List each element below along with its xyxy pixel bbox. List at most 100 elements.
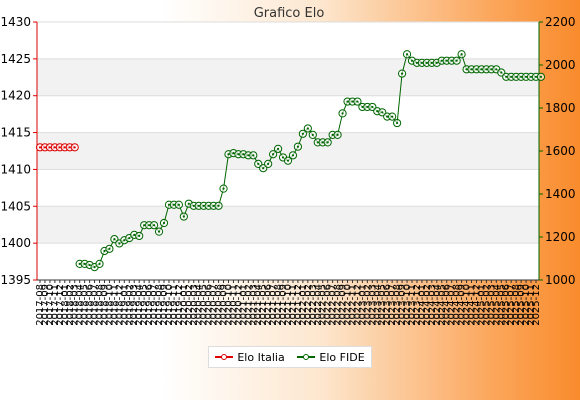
data-point-center-elo-fide	[465, 68, 468, 71]
x-tick-label: 2021-06	[263, 284, 274, 326]
x-tick-label: 2020-05	[199, 284, 210, 326]
data-point-center-elo-fide	[128, 236, 131, 240]
x-tick-label: 2018-10	[104, 284, 115, 326]
data-point-center-elo-fide	[376, 110, 379, 113]
x-tick-label: 2019-11	[169, 284, 180, 326]
data-point-center-elo-fide	[207, 204, 210, 207]
x-tick-label: 2023-08	[392, 284, 403, 326]
data-point-center-elo-fide	[118, 242, 121, 245]
x-tick-label: 2024-02	[422, 284, 433, 326]
data-point-center-elo-fide	[371, 105, 374, 109]
x-tick-label: 2023-09	[397, 284, 408, 326]
data-point-center-elo-italia	[53, 146, 56, 149]
data-point-center-elo-fide	[321, 141, 324, 144]
x-tick-label: 2018-11	[109, 284, 120, 326]
data-point-center-elo-fide	[346, 100, 349, 103]
data-point-center-elo-fide	[455, 59, 458, 62]
data-point-center-elo-fide	[123, 239, 126, 242]
right-tick-label: 2000	[545, 58, 576, 72]
x-tick-label: 2025-02	[481, 284, 492, 326]
data-point-center-elo-fide	[93, 266, 96, 269]
chart-legend: Elo Italia Elo FIDE	[208, 346, 372, 368]
x-tick-label: 2020-01	[179, 284, 190, 326]
series-layer	[35, 50, 546, 272]
data-point-center-elo-fide	[212, 204, 215, 207]
x-tick-label: 2022-03	[308, 284, 319, 326]
data-point-center-elo-fide	[182, 215, 185, 218]
x-tick-label: 2020-06	[204, 284, 215, 326]
x-tick-label: 2021-05	[258, 284, 269, 326]
x-axis-ticks: 2017-082017-092017-102017-112017-122018-…	[35, 280, 542, 326]
x-tick-label: 2017-08	[35, 284, 46, 326]
legend-item-elo-fide[interactable]: Elo FIDE	[297, 351, 365, 364]
data-point-center-elo-fide	[98, 262, 101, 265]
data-point-center-elo-fide	[460, 53, 463, 56]
x-tick-label: 2025-11	[526, 284, 537, 326]
x-tick-label: 2021-08	[273, 284, 284, 326]
data-point-center-elo-fide	[237, 153, 240, 156]
data-point-center-elo-fide	[133, 233, 136, 236]
x-tick-label: 2024-08	[452, 284, 463, 326]
data-point-center-elo-fide	[420, 61, 424, 64]
data-point-center-elo-fide	[381, 111, 384, 114]
data-point-center-elo-fide	[529, 75, 533, 78]
data-point-center-elo-fide	[113, 238, 116, 241]
data-point-center-elo-fide	[103, 249, 106, 253]
data-point-center-elo-fide	[108, 247, 111, 250]
data-point-center-elo-fide	[351, 100, 354, 103]
data-point-center-elo-fide	[415, 61, 419, 64]
x-tick-label: 2020-10	[223, 284, 234, 326]
data-point-center-elo-fide	[331, 133, 334, 136]
x-tick-label: 2024-05	[437, 284, 448, 326]
x-tick-label: 2018-03	[70, 284, 81, 326]
data-point-center-elo-fide	[440, 59, 443, 62]
data-point-center-elo-fide	[152, 224, 156, 227]
x-tick-label: 2020-03	[189, 284, 200, 326]
legend-item-elo-italia[interactable]: Elo Italia	[215, 350, 285, 364]
x-tick-label: 2017-12	[55, 284, 66, 326]
x-tick-label: 2022-04	[313, 284, 324, 326]
data-point-center-elo-fide	[386, 115, 389, 118]
x-tick-label: 2020-09	[219, 284, 230, 326]
data-point-center-elo-fide	[500, 71, 503, 74]
data-point-center-elo-fide	[252, 154, 255, 157]
data-point-center-elo-fide	[450, 59, 453, 62]
x-tick-label: 2021-03	[248, 284, 259, 326]
data-point-center-elo-fide	[505, 75, 508, 78]
left-tick-label: 1410	[0, 162, 31, 176]
legend-label-elo-italia: Elo Italia	[237, 350, 285, 364]
data-point-center-elo-fide	[485, 68, 488, 71]
data-point-center-elo-fide	[167, 203, 171, 206]
data-point-center-elo-fide	[232, 152, 235, 155]
data-point-center-elo-fide	[197, 204, 200, 207]
data-point-center-elo-fide	[520, 75, 523, 78]
data-point-center-elo-fide	[515, 75, 518, 78]
data-point-center-elo-fide	[405, 53, 409, 56]
x-tick-label: 2024-03	[427, 284, 438, 326]
data-point-center-elo-fide	[495, 68, 498, 71]
data-point-center-elo-fide	[316, 141, 319, 144]
x-tick-label: 2017-10	[45, 284, 56, 326]
x-tick-label: 2018-05	[80, 284, 91, 326]
data-point-center-elo-fide	[143, 224, 146, 227]
left-tick-label: 1395	[0, 273, 31, 287]
data-point-center-elo-fide	[242, 153, 245, 156]
x-tick-label: 2020-08	[214, 284, 225, 326]
data-point-center-elo-fide	[247, 154, 250, 157]
left-tick-label: 1420	[0, 89, 31, 103]
x-tick-label: 2019-08	[154, 284, 165, 326]
data-point-center-elo-italia	[58, 146, 61, 149]
data-point-center-elo-fide	[83, 262, 86, 265]
right-tick-label: 1800	[545, 101, 576, 115]
x-tick-label: 2023-11	[407, 284, 418, 326]
data-point-center-elo-italia	[48, 146, 52, 149]
data-point-center-elo-fide	[222, 187, 225, 190]
x-tick-label: 2022-06	[323, 284, 334, 326]
data-point-center-elo-fide	[524, 75, 528, 78]
data-point-center-elo-fide	[480, 68, 483, 71]
x-tick-label: 2024-10	[462, 284, 473, 326]
x-tick-label: 2019-05	[139, 284, 150, 326]
legend-symbol-elo-fide	[297, 352, 316, 362]
x-tick-label: 2025-10	[521, 284, 532, 326]
data-point-center-elo-fide	[410, 59, 414, 62]
